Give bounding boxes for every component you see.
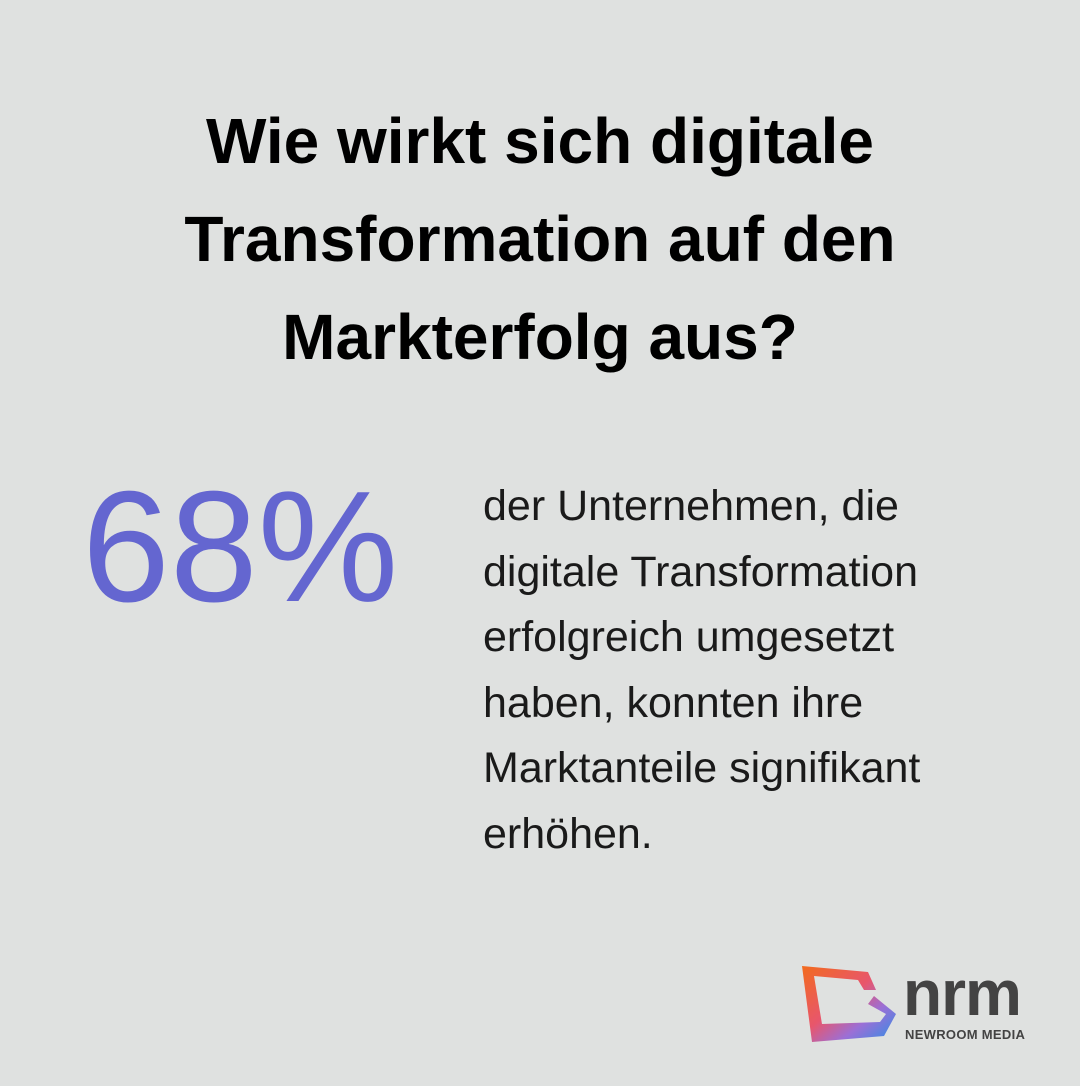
logo-mark [802, 966, 896, 1042]
title-line: Wie wirkt sich digitale [205, 105, 875, 177]
description-line: Marktanteile signifikant [483, 744, 921, 792]
stat-value: 68% [82, 459, 399, 635]
description-line: erhöhen. [483, 809, 653, 858]
description-line: digitale Transformation [483, 547, 918, 596]
stat-description: der Unternehmen, die digitale Transformat… [483, 474, 920, 867]
title-line: Transformation auf den [184, 203, 896, 275]
description-line: der Unternehmen, die [483, 482, 899, 530]
description-line: erfolgreich umgesetzt [483, 613, 895, 661]
title-line: Markterfolg aus? [282, 301, 798, 373]
title: Wie wirkt sich digitale Transformation au… [0, 92, 1080, 386]
description-line: haben, konnten ihre [483, 678, 864, 727]
logo-name: nrm [903, 957, 1022, 1029]
logo-tagline: NEWROOM MEDIA [905, 1027, 1026, 1042]
